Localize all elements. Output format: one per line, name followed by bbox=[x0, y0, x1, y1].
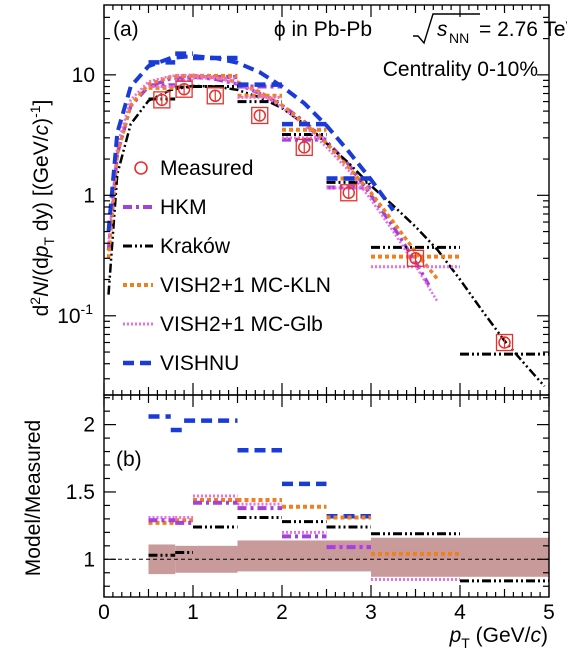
ratio-series-2 bbox=[148, 494, 460, 581]
spectrum-panel: Measured HKM Kraków VISH2+1 MC-KLN VISH2+1 M… bbox=[57, 4, 550, 396]
series-4 bbox=[106, 51, 395, 232]
legend-label: VISH2+1 MC-Glb bbox=[160, 313, 323, 336]
uncertainty-band-4 bbox=[371, 537, 549, 577]
y-tick-label-ratio-0: 1 bbox=[83, 548, 95, 571]
centrality-annotation: Centrality 0-10% bbox=[383, 58, 538, 81]
series-curve-4 bbox=[106, 54, 395, 232]
legend-item-4: VISH2+1 MC-Glb bbox=[123, 313, 323, 336]
legend-item-3: VISH2+1 MC-KLN bbox=[123, 274, 331, 297]
x-tick-label-5: 5 bbox=[543, 601, 555, 624]
svg-text:= 2.76 TeV: = 2.76 TeV bbox=[479, 18, 567, 41]
y-tick-label-ratio-1: 1.5 bbox=[66, 481, 95, 504]
measured-syst-box bbox=[251, 106, 269, 125]
legend-marker-measured bbox=[134, 161, 148, 175]
measured-point-4 bbox=[295, 138, 313, 157]
measured-syst-box bbox=[495, 333, 514, 352]
series-curve-0 bbox=[106, 75, 431, 286]
x-tick-label-0: 0 bbox=[98, 601, 110, 624]
measured-syst-box bbox=[175, 80, 193, 98]
measured-point-1 bbox=[175, 80, 193, 98]
legend-label: VISH2+1 MC-KLN bbox=[160, 274, 331, 297]
measured-point-3 bbox=[251, 106, 269, 125]
sqrt-snn: s NN = 2.76 TeV bbox=[413, 13, 567, 46]
measured-point-2 bbox=[206, 87, 224, 105]
legend-item-1: HKM bbox=[123, 196, 207, 219]
x-tick-label-2: 2 bbox=[276, 601, 288, 624]
y-axis-title-spectrum: d2N/(dpT dy) [(GeV/c)-1] bbox=[27, 100, 57, 317]
series-curve-2 bbox=[106, 74, 440, 281]
y-tick-label-spectrum-2: 10 bbox=[72, 64, 95, 87]
y-tick-label-spectrum-0: 10-1 bbox=[57, 301, 93, 328]
legend-item-5: VISHNU bbox=[123, 352, 239, 375]
svg-text:NN: NN bbox=[449, 30, 469, 46]
y-axis-title-ratio: Model/Measured bbox=[22, 420, 45, 576]
legend-item-2: Kraków bbox=[123, 235, 231, 258]
legend-label: Kraków bbox=[160, 235, 231, 258]
legend-label: HKM bbox=[160, 196, 207, 219]
legend-label: VISHNU bbox=[160, 352, 239, 375]
collision-annotation: ϕ in Pb-Pb bbox=[274, 18, 372, 41]
ratio-series-1 bbox=[148, 498, 460, 556]
legend-item-0: Measured bbox=[134, 157, 253, 180]
measured-syst-box bbox=[206, 87, 224, 105]
y-tick-label-spectrum-1: 1 bbox=[83, 184, 95, 207]
svg-text:s: s bbox=[437, 18, 448, 41]
uncertainty-band-1 bbox=[175, 545, 238, 573]
y-tick-label-ratio-2: 2 bbox=[83, 414, 95, 437]
ratio-series-4 bbox=[148, 516, 549, 583]
measured-point-0 bbox=[153, 91, 171, 109]
measured-syst-box bbox=[340, 184, 358, 202]
measured-point-7 bbox=[495, 333, 514, 352]
uncertainty-band-2 bbox=[237, 540, 327, 572]
measured-syst-box bbox=[153, 91, 171, 109]
ratio-panel: 1 1.5 2 0 1 2 3 4 5 bbox=[66, 394, 555, 624]
panel-b-label: (b) bbox=[116, 448, 142, 471]
measured-point-5 bbox=[340, 184, 358, 202]
panel-a-label: (a) bbox=[113, 18, 139, 41]
measured-syst-box bbox=[406, 249, 425, 267]
measured-point-6 bbox=[406, 249, 425, 267]
x-tick-label-1: 1 bbox=[187, 601, 199, 624]
ratio-series-3 bbox=[148, 500, 371, 550]
x-tick-label-4: 4 bbox=[454, 601, 466, 624]
x-tick-label-3: 3 bbox=[365, 601, 377, 624]
legend-label: Measured bbox=[160, 157, 253, 180]
series-3 bbox=[107, 73, 460, 303]
measured-syst-box bbox=[295, 138, 313, 157]
x-axis-title: pT (GeV/c) bbox=[449, 624, 548, 651]
legend: Measured HKM Kraków VISH2+1 MC-KLN VISH2+1 M… bbox=[123, 157, 331, 375]
